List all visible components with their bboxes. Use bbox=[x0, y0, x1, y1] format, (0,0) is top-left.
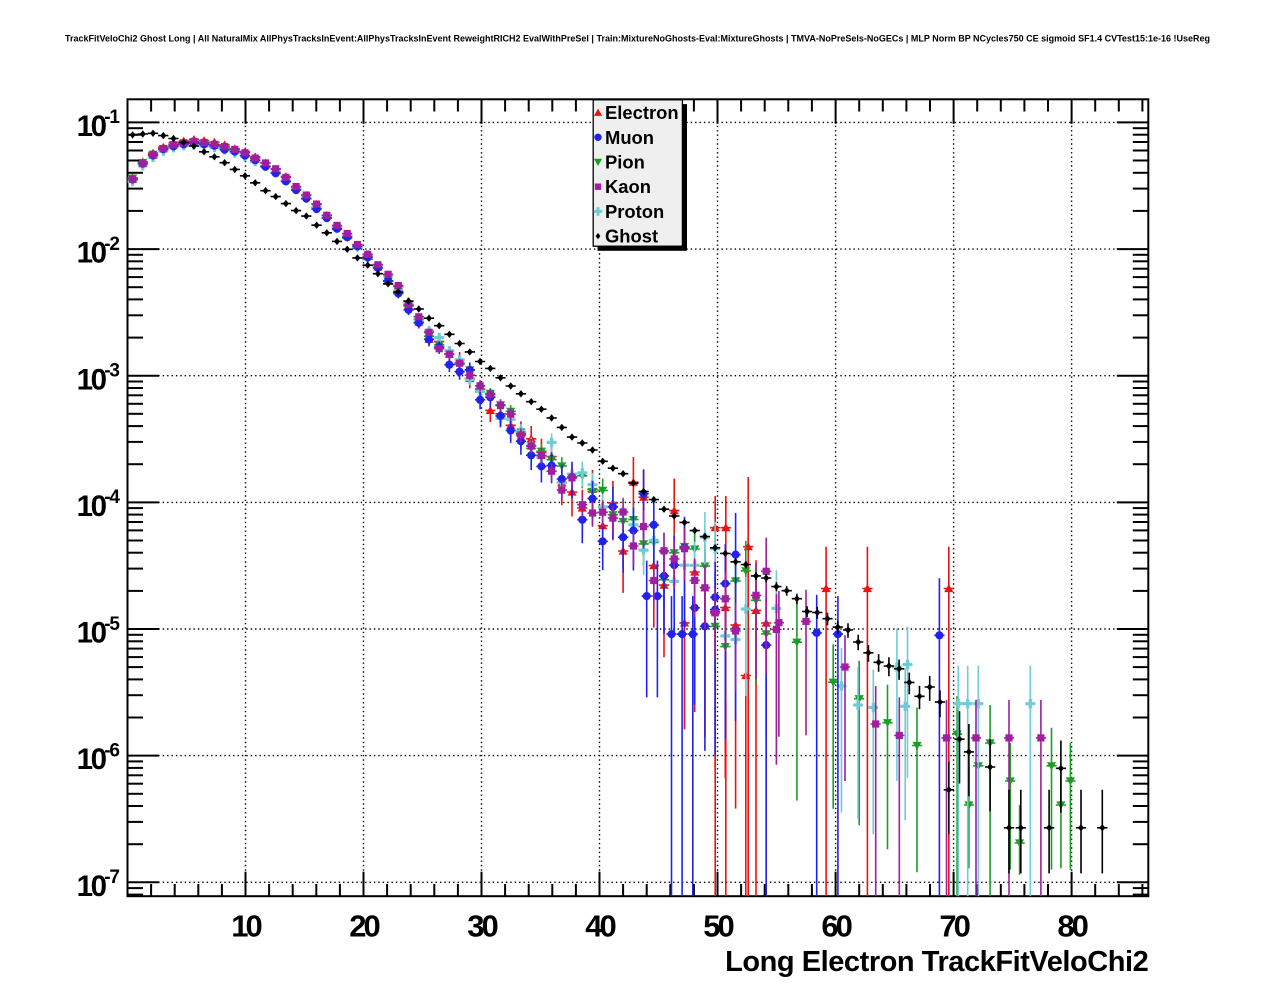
svg-text:Kaon: Kaon bbox=[605, 176, 651, 197]
svg-text:40: 40 bbox=[585, 908, 615, 943]
svg-text:-4: -4 bbox=[104, 487, 120, 508]
svg-text:-6: -6 bbox=[104, 740, 119, 761]
svg-text:10: 10 bbox=[77, 870, 107, 903]
svg-text:Electron: Electron bbox=[605, 102, 679, 123]
svg-text:20: 20 bbox=[349, 908, 379, 943]
svg-text:10: 10 bbox=[231, 908, 261, 943]
svg-text:10: 10 bbox=[77, 237, 107, 270]
svg-text:70: 70 bbox=[939, 908, 969, 943]
svg-text:-3: -3 bbox=[104, 361, 119, 382]
svg-text:Pion: Pion bbox=[605, 152, 645, 173]
svg-text:30: 30 bbox=[467, 908, 497, 943]
svg-text:-7: -7 bbox=[104, 867, 119, 888]
svg-text:80: 80 bbox=[1057, 908, 1087, 943]
svg-text:Muon: Muon bbox=[605, 127, 654, 148]
svg-text:10: 10 bbox=[77, 617, 107, 650]
svg-text:10: 10 bbox=[77, 743, 107, 776]
svg-text:TrackFitVeloChi2 Ghost Long |: TrackFitVeloChi2 Ghost Long | All Natura… bbox=[65, 34, 1210, 44]
svg-text:-2: -2 bbox=[104, 234, 119, 255]
svg-text:Proton: Proton bbox=[605, 201, 664, 222]
svg-text:10: 10 bbox=[77, 110, 107, 143]
svg-text:10: 10 bbox=[77, 490, 107, 523]
svg-text:10: 10 bbox=[77, 363, 107, 396]
svg-text:Long Electron TrackFitVeloChi2: Long Electron TrackFitVeloChi2 bbox=[725, 946, 1148, 978]
svg-text:-5: -5 bbox=[104, 614, 120, 635]
svg-text:50: 50 bbox=[703, 908, 733, 943]
svg-text:-1: -1 bbox=[104, 107, 120, 128]
svg-text:60: 60 bbox=[821, 908, 851, 943]
svg-text:Ghost: Ghost bbox=[605, 226, 658, 247]
